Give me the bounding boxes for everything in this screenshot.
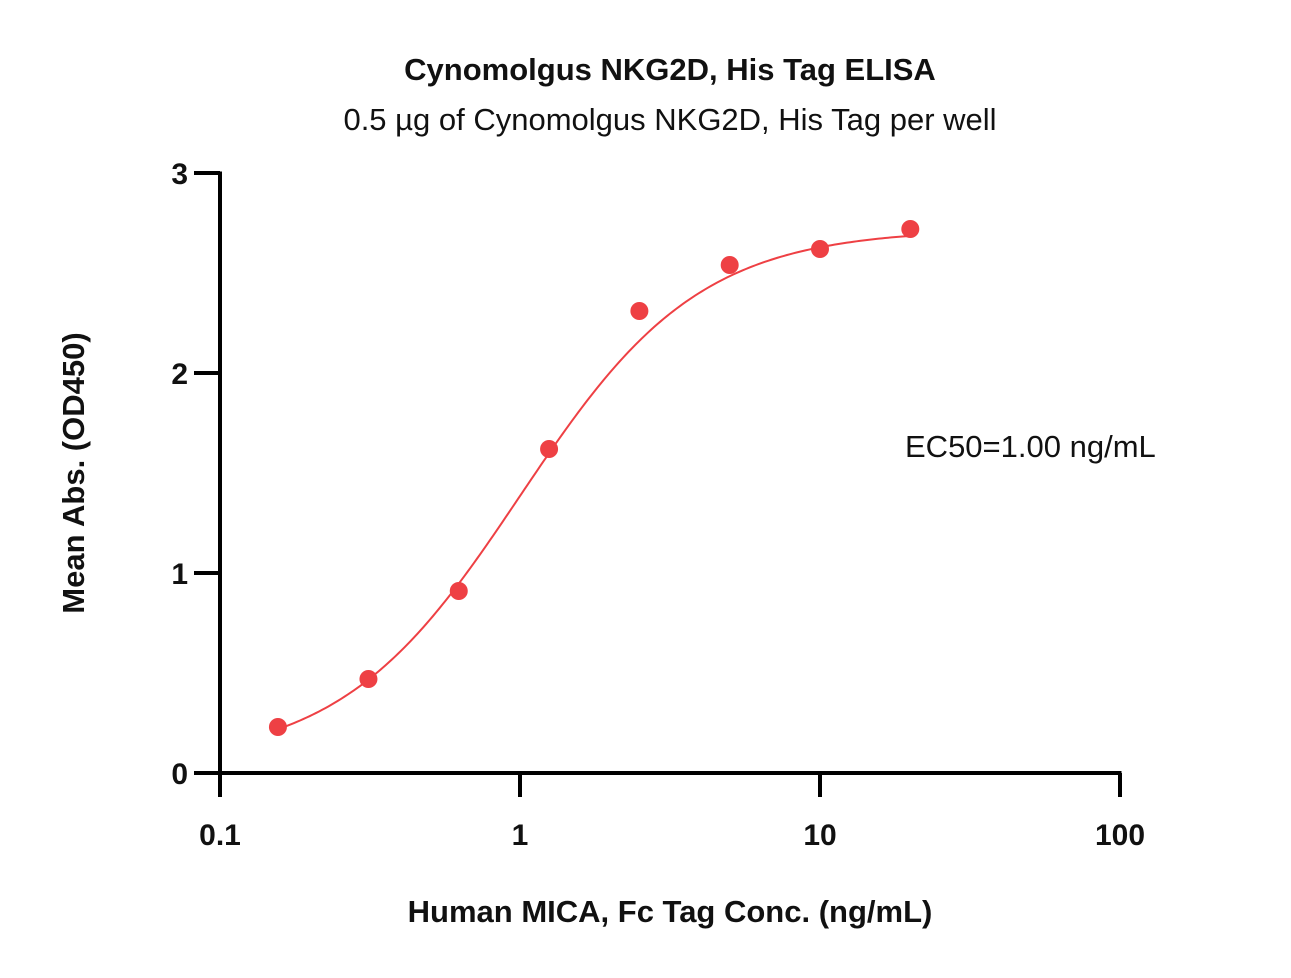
x-tick-label: 10: [803, 819, 836, 852]
data-point: [359, 670, 378, 688]
y-axis-title: Mean Abs. (OD450): [56, 332, 91, 613]
axes: [218, 171, 1122, 775]
x-axis-title: Human MICA, Fc Tag Conc. (ng/mL): [408, 894, 933, 929]
chart-title: Cynomolgus NKG2D, His Tag ELISA: [404, 52, 936, 87]
data-point: [630, 302, 649, 320]
y-axis-ticks: 0 1 2 3: [171, 158, 220, 791]
x-tick-label: 0.1: [199, 819, 241, 852]
data-point: [720, 256, 739, 274]
y-tick-label: 1: [171, 558, 188, 591]
ec50-annotation: EC50=1.00 ng/mL: [905, 429, 1156, 464]
y-tick-label: 3: [171, 158, 188, 191]
x-tick-label: 1: [512, 819, 529, 852]
y-tick-label: 2: [171, 358, 188, 391]
data-points: [268, 220, 920, 736]
data-point: [811, 240, 829, 258]
fit-curve: [277, 234, 911, 731]
data-point: [449, 582, 468, 600]
x-tick-label: 100: [1095, 819, 1145, 852]
chart-subtitle: 0.5 µg of Cynomolgus NKG2D, His Tag per …: [343, 102, 996, 137]
data-point: [901, 220, 920, 238]
data-point: [268, 718, 287, 736]
x-axis-ticks: 0.1 1 10 100: [199, 773, 1145, 852]
y-tick-label: 0: [171, 758, 188, 791]
data-point: [540, 440, 559, 458]
